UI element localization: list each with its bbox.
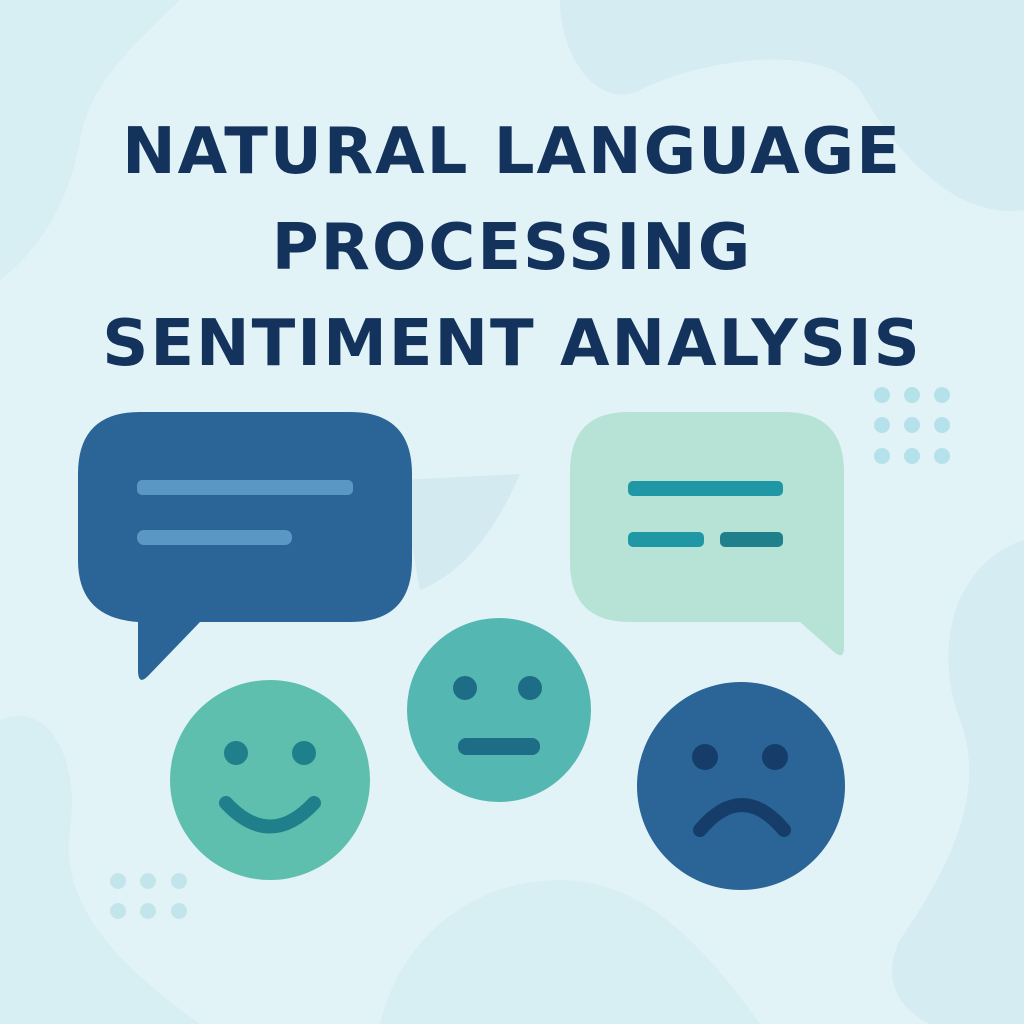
text-line-left — [628, 532, 704, 547]
text-line-long — [628, 481, 783, 496]
happy-face-icon — [170, 680, 370, 880]
page-title: NATURAL LANGUAGE PROCESSING SENTIMENT AN… — [0, 104, 1024, 392]
bubble-shadow — [400, 474, 520, 590]
chat-bubble-mint-icon — [570, 412, 844, 656]
text-line-long — [137, 480, 353, 495]
title-line-2: PROCESSING — [271, 211, 753, 285]
text-line-short — [137, 530, 292, 545]
background-blob-bottom-left — [0, 716, 200, 1024]
neutral-face-icon — [407, 618, 591, 802]
background-blob-right — [891, 540, 1024, 1024]
background-blob-top-right — [560, 0, 1024, 212]
background-blob-bottom-center — [380, 880, 760, 1024]
dot-grid-top-right — [874, 387, 950, 464]
sad-face-icon — [637, 682, 845, 890]
text-line-right — [720, 532, 783, 547]
title-line-1: NATURAL LANGUAGE — [122, 115, 902, 189]
chat-bubble-blue-icon — [78, 412, 412, 680]
background-blob-top-left — [0, 0, 180, 280]
dot-grid-bottom-left — [110, 873, 187, 919]
title-line-3: SENTIMENT ANALYSIS — [102, 307, 922, 381]
